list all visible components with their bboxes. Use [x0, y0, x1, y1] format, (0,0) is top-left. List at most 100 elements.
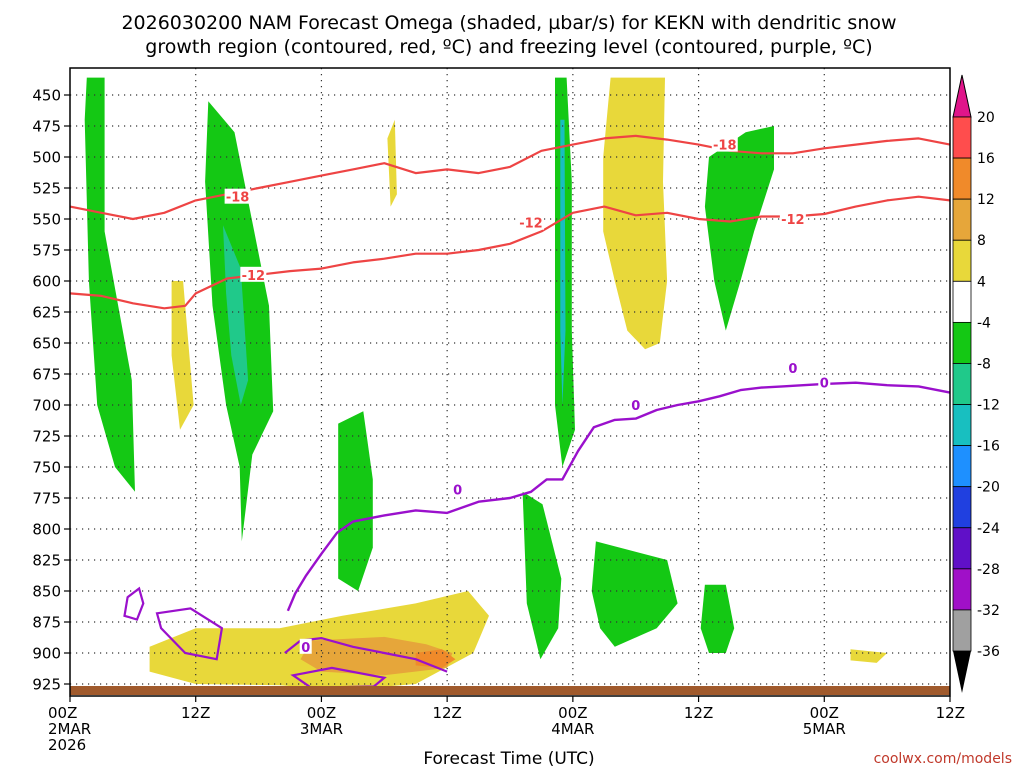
colorbar-swatch-5 — [952, 321, 972, 364]
y-tick-label-675: 675 — [32, 366, 61, 384]
omega-region-16 — [850, 649, 888, 663]
colorbar-swatch-9 — [952, 486, 972, 529]
red-label-bg-3 — [711, 136, 738, 152]
omega-region-2 — [223, 225, 249, 405]
x-tick-label-48-2: 4MAR — [551, 720, 594, 738]
y-tick-label-800: 800 — [32, 521, 61, 539]
colorbar-swatch-12 — [952, 609, 972, 652]
purple-loop-2 — [290, 666, 387, 689]
purple-loop-0 — [123, 586, 145, 621]
purple-label-bg-1 — [451, 481, 464, 497]
purple-contour-label-2: 0 — [631, 399, 640, 414]
y-tick-label-650: 650 — [32, 335, 61, 353]
red-label-bg-1 — [240, 266, 267, 282]
y-tick-label-875: 875 — [32, 614, 61, 632]
red-label-bg-4 — [779, 211, 806, 226]
y-tick-label-775: 775 — [32, 490, 61, 508]
colorbar-swatch-10 — [952, 527, 972, 570]
y-tick-label-625: 625 — [32, 304, 61, 322]
colorbar-label-4: 4 — [977, 274, 986, 290]
colorbar-swatch-11 — [952, 568, 972, 611]
red-contour-label-0: -18 — [226, 191, 250, 206]
omega-region-12 — [387, 119, 397, 207]
y-tick-label-900: 900 — [32, 645, 61, 663]
omega-region-11 — [171, 281, 194, 430]
y-axis-pressure: 450 475 500 525 550 575 600 625 650 675 700 725 750 7… — [32, 87, 70, 694]
purple-loop-1 — [155, 607, 224, 661]
y-tick-label-750: 750 — [32, 459, 61, 477]
colorbar-top-arrow — [952, 74, 972, 118]
y-tick-label-700: 700 — [32, 397, 61, 415]
title: 2026030200 NAM Forecast Omega (shaded, µ… — [121, 12, 896, 58]
colorbar-label-2: 12 — [977, 192, 995, 208]
red-isotherm-upper — [69, 134, 951, 221]
colorbar-swatch-3 — [952, 239, 972, 282]
purple-label-bg-4 — [818, 374, 831, 390]
y-tick-label-575: 575 — [32, 242, 61, 260]
colorbar: 20 16 12 8 4 -4 -8 -12 -16 -20 -24 -28 -32 -36 — [952, 74, 1000, 693]
omega-region-6 — [560, 119, 566, 406]
omega-region-0 — [84, 77, 135, 492]
omega-shading — [84, 77, 888, 691]
colorbar-label-7: -12 — [977, 398, 1000, 414]
y-tick-label-825: 825 — [32, 552, 61, 570]
purple-contour-label-4: 0 — [820, 377, 829, 392]
colorbar-label-10: -24 — [977, 521, 1000, 537]
colorbar-swatch-4 — [952, 280, 972, 323]
colorbar-label-9: -20 — [977, 480, 1000, 496]
purple-label-bg-3 — [786, 359, 799, 375]
colorbar-label-6: -8 — [977, 356, 991, 372]
plot-area: -18 -12 -12 -18 -12 0 0 0 0 0 — [69, 67, 951, 697]
omega-region-14 — [300, 636, 453, 676]
colorbar-label-13: -36 — [977, 644, 1000, 660]
colorbar-label-5: -4 — [977, 315, 991, 331]
title-line1: 2026030200 NAM Forecast Omega (shaded, µ… — [121, 12, 896, 34]
credit-text: coolwx.com/models — [874, 751, 1012, 767]
omega-region-9 — [704, 126, 774, 331]
colorbar-swatch-1 — [952, 157, 972, 200]
x-tick-label-12-1: 12Z — [181, 704, 210, 722]
x-axis-label: Forecast Time (UTC) — [423, 749, 594, 768]
x-tick-label-36-1: 12Z — [432, 704, 461, 722]
x-tick-label-48-1: 00Z — [558, 704, 587, 722]
x-tick-label-60-1: 12Z — [684, 704, 713, 722]
colorbar-swatch-6 — [952, 363, 972, 405]
purple-contour-label-0: 0 — [301, 641, 310, 656]
colorbar-swatch-0 — [952, 116, 972, 159]
colorbar-label-0: 20 — [977, 110, 995, 126]
red-contour-label-2: -12 — [519, 217, 543, 232]
colorbar-swatch-8 — [952, 445, 972, 488]
red-label-bg-0 — [224, 188, 251, 204]
y-tick-label-550: 550 — [32, 211, 61, 229]
colorbar-label-8: -16 — [977, 439, 1000, 455]
purple-freezing-level — [286, 381, 951, 612]
y-tick-label-500: 500 — [32, 149, 61, 167]
x-tick-label-24-1: 00Z — [307, 704, 336, 722]
colorbar-label-12: -32 — [977, 603, 1000, 619]
plot-frame — [69, 67, 951, 697]
colorbar-bottom-arrow — [953, 651, 971, 693]
red-contour-label-3: -18 — [713, 139, 737, 154]
purple-contour-label-1: 0 — [453, 483, 462, 498]
purple-contour-label-3: 0 — [788, 362, 797, 377]
x-tick-label-0-3: 2026 — [48, 736, 86, 754]
omega-region-7 — [591, 541, 678, 647]
contours: -18 -12 -12 -18 -12 0 0 0 0 0 — [69, 134, 951, 689]
red-label-bg-2 — [517, 214, 544, 230]
x-tick-label-0-1: 00Z — [48, 704, 77, 722]
y-tick-label-925: 925 — [32, 676, 61, 694]
x-tick-label-24-2: 3MAR — [300, 720, 343, 738]
x-tick-label-0-2: 2MAR — [48, 720, 91, 738]
colorbar-label-3: 8 — [977, 233, 986, 249]
omega-region-4 — [522, 491, 562, 660]
x-tick-label-72-2: 5MAR — [803, 720, 846, 738]
x-tick-label-84-1: 12Z — [936, 704, 965, 722]
red-contour-label-1: -12 — [242, 269, 266, 284]
y-tick-label-850: 850 — [32, 583, 61, 601]
colorbar-swatch-2 — [952, 198, 972, 241]
y-tick-label-600: 600 — [32, 273, 61, 291]
title-line2: growth region (contoured, red, ºC) and f… — [145, 36, 872, 58]
y-tick-label-475: 475 — [32, 118, 61, 136]
